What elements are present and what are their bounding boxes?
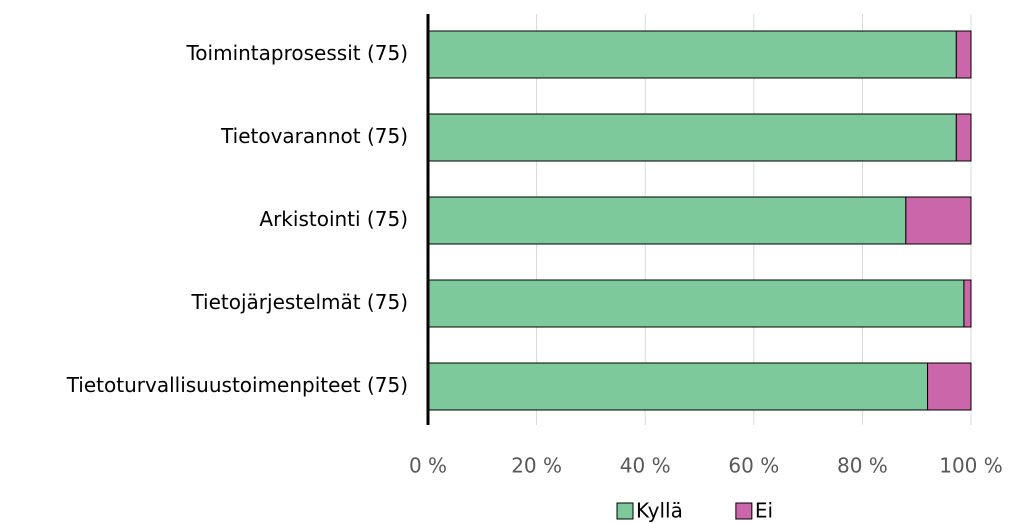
- bar-segment: [427, 362, 929, 411]
- bar-segment: [427, 30, 957, 79]
- bar-segment: [427, 113, 957, 162]
- x-tick-label: 60 %: [728, 454, 779, 478]
- x-tick-label: 80 %: [837, 454, 888, 478]
- x-tick-label: 20 %: [511, 454, 562, 478]
- x-tick-label: 40 %: [620, 454, 671, 478]
- category-label: Tietoturvallisuustoimenpiteet (75): [66, 373, 408, 397]
- legend-swatch: [735, 502, 753, 520]
- bar-segment: [905, 196, 972, 245]
- category-label: Arkistointi (75): [259, 207, 408, 231]
- bar-segment: [963, 279, 972, 328]
- category-label: Tietojärjestelmät (75): [190, 290, 408, 314]
- legend-label: Kyllä: [636, 499, 683, 523]
- bar-segment: [427, 279, 965, 328]
- bar-segment: [927, 362, 972, 411]
- legend-label: Ei: [755, 499, 773, 523]
- category-label: Toimintaprosessit (75): [185, 41, 408, 65]
- bar-segment: [955, 113, 972, 162]
- x-tick-label: 0 %: [409, 454, 447, 478]
- bar-segment: [427, 196, 907, 245]
- legend-swatch: [616, 502, 634, 520]
- category-label: Tietovarannot (75): [220, 124, 408, 148]
- bar-segment: [955, 30, 972, 79]
- x-tick-label: 100 %: [939, 454, 1003, 478]
